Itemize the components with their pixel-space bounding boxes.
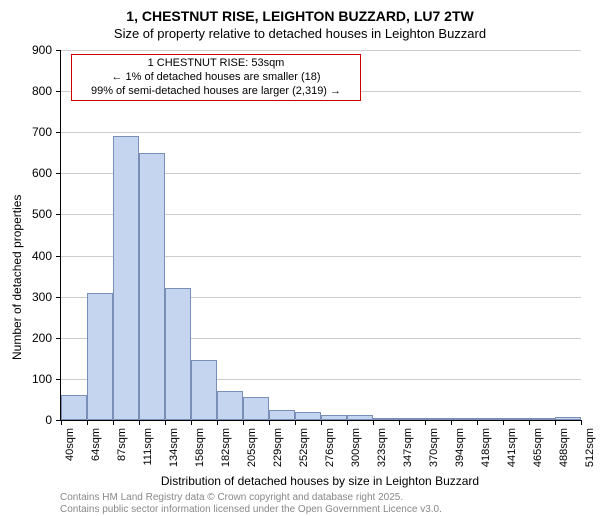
xtick-mark <box>217 420 218 425</box>
xtick-label: 465sqm <box>532 428 544 467</box>
annotation-line-1: 1 CHESTNUT RISE: 53sqm <box>76 57 356 71</box>
xtick-mark <box>243 420 244 425</box>
ytick-mark <box>56 132 61 133</box>
xtick-label: 205sqm <box>246 428 258 467</box>
xtick-label: 158sqm <box>194 428 206 467</box>
ytick-label: 100 <box>0 372 52 386</box>
xtick-mark <box>269 420 270 425</box>
ytick-label: 300 <box>0 290 52 304</box>
xtick-label: 441sqm <box>506 428 518 467</box>
xtick-mark <box>477 420 478 425</box>
ytick-label: 800 <box>0 84 52 98</box>
histogram-bar <box>61 395 87 420</box>
xtick-mark <box>295 420 296 425</box>
xtick-label: 229sqm <box>272 428 284 467</box>
ytick-label: 200 <box>0 331 52 345</box>
chart-container: 1, CHESTNUT RISE, LEIGHTON BUZZARD, LU7 … <box>0 0 600 500</box>
xtick-label: 182sqm <box>220 428 232 467</box>
histogram-bar <box>503 418 529 420</box>
xtick-mark <box>87 420 88 425</box>
histogram-bar <box>555 417 581 420</box>
xtick-label: 370sqm <box>428 428 440 467</box>
histogram-bar <box>399 418 425 420</box>
xtick-label: 394sqm <box>454 428 466 467</box>
xtick-label: 134sqm <box>168 428 180 467</box>
xtick-label: 87sqm <box>116 428 128 461</box>
gridline <box>61 50 581 51</box>
histogram-bar <box>347 415 373 420</box>
xtick-mark <box>399 420 400 425</box>
histogram-bar <box>269 410 295 420</box>
xtick-mark <box>555 420 556 425</box>
histogram-bar <box>321 415 347 420</box>
annotation-line-2: ← 1% of detached houses are smaller (18) <box>76 71 356 85</box>
xtick-mark <box>165 420 166 425</box>
footer-line-1: Contains HM Land Registry data © Crown c… <box>60 492 442 504</box>
ytick-mark <box>56 338 61 339</box>
xtick-mark <box>191 420 192 425</box>
xtick-label: 111sqm <box>142 428 154 466</box>
histogram-bar <box>295 412 321 420</box>
histogram-bar <box>217 391 243 420</box>
ytick-mark <box>56 214 61 215</box>
ytick-mark <box>56 173 61 174</box>
histogram-bar <box>165 288 191 420</box>
xtick-label: 64sqm <box>90 428 102 461</box>
ytick-mark <box>56 50 61 51</box>
plot-area: 1 CHESTNUT RISE: 53sqm ← 1% of detached … <box>60 50 581 421</box>
xtick-mark <box>451 420 452 425</box>
x-axis-label: Distribution of detached houses by size … <box>60 474 580 488</box>
xtick-mark <box>113 420 114 425</box>
xtick-label: 252sqm <box>298 428 310 467</box>
xtick-mark <box>347 420 348 425</box>
histogram-bar <box>113 136 139 420</box>
xtick-mark <box>503 420 504 425</box>
histogram-bar <box>529 418 555 420</box>
xtick-mark <box>139 420 140 425</box>
chart-subtitle: Size of property relative to detached ho… <box>0 26 600 41</box>
xtick-label: 300sqm <box>350 428 362 467</box>
ytick-mark <box>56 256 61 257</box>
ytick-mark <box>56 379 61 380</box>
xtick-mark <box>581 420 582 425</box>
xtick-label: 276sqm <box>324 428 336 467</box>
xtick-mark <box>373 420 374 425</box>
histogram-bar <box>139 153 165 420</box>
xtick-label: 418sqm <box>480 428 492 467</box>
ytick-label: 700 <box>0 125 52 139</box>
annotation-line-3: 99% of semi-detached houses are larger (… <box>76 85 356 99</box>
ytick-label: 500 <box>0 207 52 221</box>
xtick-mark <box>321 420 322 425</box>
ytick-label: 900 <box>0 43 52 57</box>
histogram-bar <box>451 418 477 420</box>
xtick-mark <box>425 420 426 425</box>
histogram-bar <box>425 418 451 420</box>
xtick-label: 347sqm <box>402 428 414 467</box>
xtick-label: 40sqm <box>64 428 76 461</box>
histogram-bar <box>373 418 399 420</box>
xtick-mark <box>61 420 62 425</box>
ytick-label: 600 <box>0 166 52 180</box>
histogram-bar <box>191 360 217 420</box>
xtick-mark <box>529 420 530 425</box>
ytick-mark <box>56 297 61 298</box>
histogram-bar <box>87 293 113 420</box>
ytick-label: 0 <box>0 413 52 427</box>
histogram-bar <box>243 397 269 420</box>
histogram-bar <box>477 418 503 420</box>
xtick-label: 512sqm <box>584 428 596 467</box>
ytick-mark <box>56 91 61 92</box>
xtick-label: 323sqm <box>376 428 388 467</box>
chart-title: 1, CHESTNUT RISE, LEIGHTON BUZZARD, LU7 … <box>0 8 600 24</box>
footer-credits: Contains HM Land Registry data © Crown c… <box>60 492 442 516</box>
footer-line-2: Contains public sector information licen… <box>60 504 442 516</box>
xtick-label: 488sqm <box>558 428 570 467</box>
gridline <box>61 132 581 133</box>
ytick-label: 400 <box>0 249 52 263</box>
annotation-box: 1 CHESTNUT RISE: 53sqm ← 1% of detached … <box>71 54 361 101</box>
